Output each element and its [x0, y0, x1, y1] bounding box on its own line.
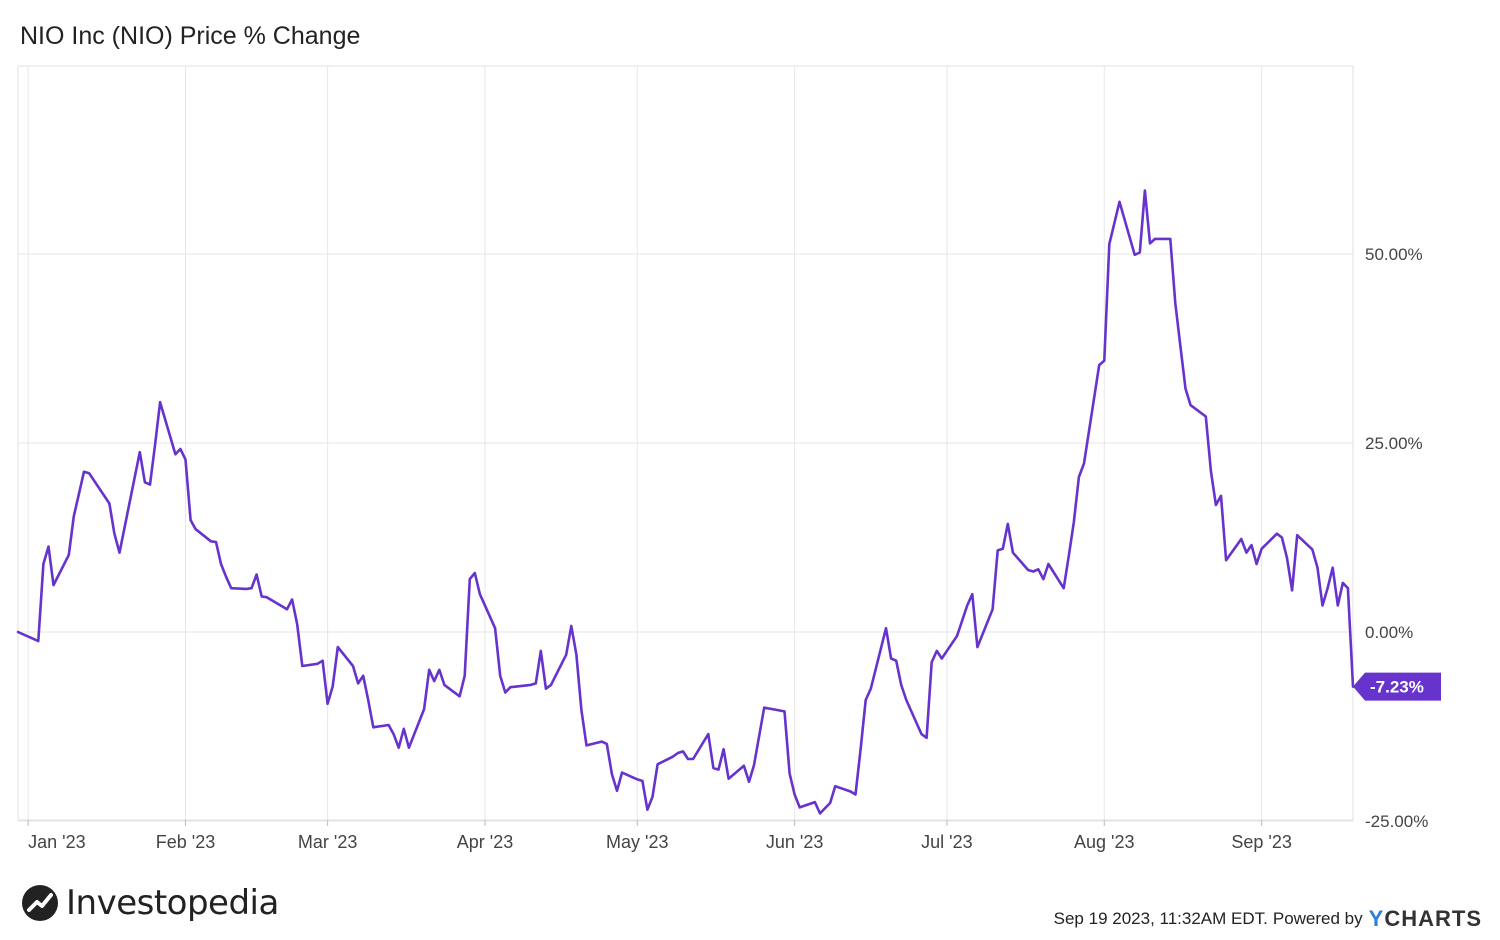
chart-footer: Sep 19 2023, 11:32AM EDT. Powered by YCH…	[1054, 906, 1482, 932]
series-line	[16, 189, 1355, 815]
x-tick-label: Jun '23	[766, 832, 823, 852]
x-tick-label: Aug '23	[1074, 832, 1135, 852]
last-value-label-background	[1353, 672, 1441, 701]
investopedia-logo-icon	[22, 885, 58, 921]
y-axis: 50.00% 25.00% 0.00% -25.00%	[1365, 245, 1428, 831]
grid-lines	[18, 66, 1353, 822]
chart-title: NIO Inc (NIO) Price % Change	[20, 22, 361, 50]
ycharts-logo[interactable]: YCHARTS	[1369, 906, 1482, 932]
ycharts-logo-y: Y	[1368, 906, 1385, 931]
ycharts-logo-text: CHARTS	[1384, 906, 1482, 931]
x-tick-label: Apr '23	[457, 832, 513, 852]
y-tick-label: 0.00%	[1365, 623, 1413, 642]
y-tick-label: -25.00%	[1365, 812, 1428, 831]
x-tick-label: May '23	[606, 832, 668, 852]
x-tick-label: Sep '23	[1231, 832, 1292, 852]
x-tick-label: Feb '23	[156, 832, 215, 852]
powered-by-text: Powered by	[1272, 909, 1363, 928]
last-value-label-text: -7.23%	[1370, 678, 1424, 697]
y-tick-label: 50.00%	[1365, 245, 1423, 264]
x-tick-label: Mar '23	[298, 832, 357, 852]
brand-name: Investopedia	[66, 883, 279, 923]
y-tick-label: 25.00%	[1365, 434, 1423, 453]
timestamp: Sep 19 2023, 11:32AM EDT.	[1053, 909, 1268, 928]
x-tick-label: Jan '23	[28, 832, 85, 852]
x-tick-label: Jul '23	[921, 832, 972, 852]
investopedia-logo[interactable]: Investopedia	[20, 883, 279, 923]
last-value-label: -7.23%	[1353, 672, 1441, 701]
price-change-chart: 50.00% 25.00% 0.00% -25.00% Jan '23 Feb '23 M…	[16, 65, 1441, 852]
x-axis: Jan '23 Feb '23 Mar '23 Apr '23 May '23 Jun '…	[27, 820, 1292, 852]
